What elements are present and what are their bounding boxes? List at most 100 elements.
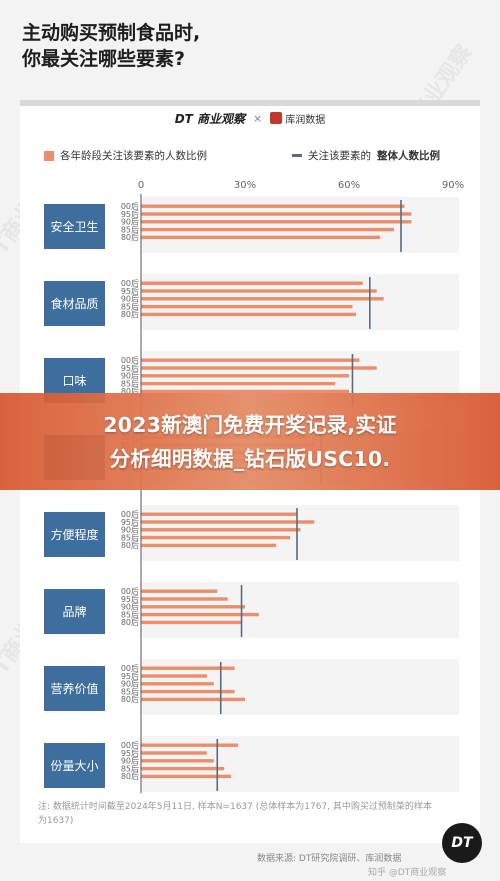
age-group-label: 90后 <box>121 679 139 689</box>
category-box <box>44 743 105 788</box>
age-group-label: 95后 <box>121 363 139 373</box>
category-box <box>44 204 105 249</box>
page-title: 主动购买预制食品时, 你最关注哪些要素? <box>22 20 200 72</box>
age-group-label: 80后 <box>121 617 139 627</box>
category-box <box>44 666 105 711</box>
age-group-label: 00后 <box>121 355 139 365</box>
bar <box>141 281 363 285</box>
age-group-label: 90后 <box>121 602 139 612</box>
age-group-label: 00后 <box>121 740 139 750</box>
bar <box>141 543 277 548</box>
age-group-label: 90后 <box>121 371 139 381</box>
category-box <box>44 281 105 326</box>
bar <box>141 766 225 771</box>
category-label: 份量大小 <box>50 759 98 773</box>
bar <box>141 535 291 540</box>
bar <box>141 366 377 370</box>
bar <box>141 204 405 208</box>
category-label: 方便程度 <box>50 527 98 542</box>
age-group-label: 85后 <box>121 609 139 619</box>
age-group-label: 85后 <box>121 378 139 388</box>
category-box <box>44 589 105 634</box>
age-group-label: 95后 <box>121 517 139 527</box>
bar <box>141 605 245 609</box>
data-source: 数据来源: DT研究院调研、库润数据 <box>257 854 402 864</box>
age-group-label: 80后 <box>121 309 139 319</box>
age-group-label: 80后 <box>121 771 139 781</box>
legend-age-bars: 各年龄段关注该要素的人数比例 <box>44 148 207 163</box>
bar <box>141 528 301 532</box>
dt-logo: DT 商业观察 <box>174 111 246 126</box>
age-group-label: 00后 <box>121 663 139 673</box>
bar <box>141 774 232 779</box>
overlay-banner: 2023新澳门免费开奖记录,实证 分析细明数据_钻石版USC10. <box>0 393 500 490</box>
bar <box>141 312 356 317</box>
bar <box>141 674 207 678</box>
bar <box>141 589 218 593</box>
age-group-label: 85后 <box>121 686 139 696</box>
age-group-label: 85后 <box>121 763 139 773</box>
bar <box>141 682 214 686</box>
bar <box>141 289 377 293</box>
bar <box>141 520 315 524</box>
banner-line-1: 2023新澳门免费开奖记录,实证 <box>103 412 397 437</box>
bar <box>141 374 349 378</box>
bar <box>141 235 381 240</box>
age-group-label: 80后 <box>121 540 139 550</box>
age-group-label: 00后 <box>121 586 139 596</box>
legend-bar-swatch <box>44 150 54 161</box>
bar <box>141 389 349 394</box>
age-group-label: 95后 <box>121 594 139 604</box>
title-line-2: 你最关注哪些要素? <box>22 48 186 70</box>
footnote: 注: 数据统计时间截至2024年5月11日, 样本N=1637 (总体样本为17… <box>38 802 432 826</box>
dt-badge: DT <box>442 823 482 863</box>
age-group-label: 90后 <box>121 525 139 535</box>
age-group-label: 90后 <box>121 217 139 227</box>
age-group-label: 85后 <box>121 224 139 234</box>
age-group-label: 80后 <box>121 232 139 242</box>
category-label: 食材品质 <box>50 296 98 311</box>
bar <box>141 297 384 301</box>
bar <box>141 597 228 601</box>
bar <box>141 381 336 386</box>
logo-separator: × <box>253 111 263 125</box>
x-tick-label: 30% <box>234 180 256 191</box>
category-label: 营养价值 <box>50 681 98 696</box>
bar <box>141 751 207 755</box>
age-group-label: 00后 <box>121 278 139 288</box>
age-group-label: 90后 <box>121 294 139 304</box>
partner-logo-text: 库润数据 <box>285 114 326 126</box>
bar <box>141 743 239 747</box>
category-box <box>44 512 105 557</box>
age-group-label: 95后 <box>121 209 139 219</box>
bar <box>141 227 395 232</box>
bar <box>141 697 245 702</box>
age-group-label: 80后 <box>121 694 139 704</box>
bar <box>141 358 360 362</box>
bar <box>141 304 353 309</box>
legend-age-bars-label: 各年龄段关注该要素的人数比例 <box>60 150 207 162</box>
x-tick-label: 0 <box>138 180 144 191</box>
legend-overall: 关注该要素的 整体人数比例 <box>292 148 440 163</box>
bar <box>141 666 235 670</box>
age-group-label: 85后 <box>121 532 139 542</box>
age-group-label: 00后 <box>121 509 139 519</box>
title-line-1: 主动购买预制食品时, <box>22 22 201 44</box>
legend-overall-bold: 整体人数比例 <box>377 150 440 162</box>
x-tick-label: 90% <box>442 180 464 191</box>
card-top-bar <box>20 100 480 106</box>
age-group-label: 95后 <box>121 748 139 758</box>
age-group-label: 00后 <box>121 201 139 211</box>
category-label: 品牌 <box>62 605 86 619</box>
bar <box>141 620 242 625</box>
bar <box>141 220 412 224</box>
corner-watermark: 知乎 @DT商业观察 <box>368 868 447 878</box>
legend-overall-prefix: 关注该要素的 <box>308 150 371 162</box>
age-group-label: 80后 <box>121 386 139 396</box>
category-label: 安全卫生 <box>50 219 98 234</box>
banner-line-2: 分析细明数据_钻石版USC10. <box>109 446 391 471</box>
partner-logo-icon <box>270 112 283 124</box>
bar <box>141 689 235 694</box>
partner-logo: 库润数据 <box>270 111 325 126</box>
